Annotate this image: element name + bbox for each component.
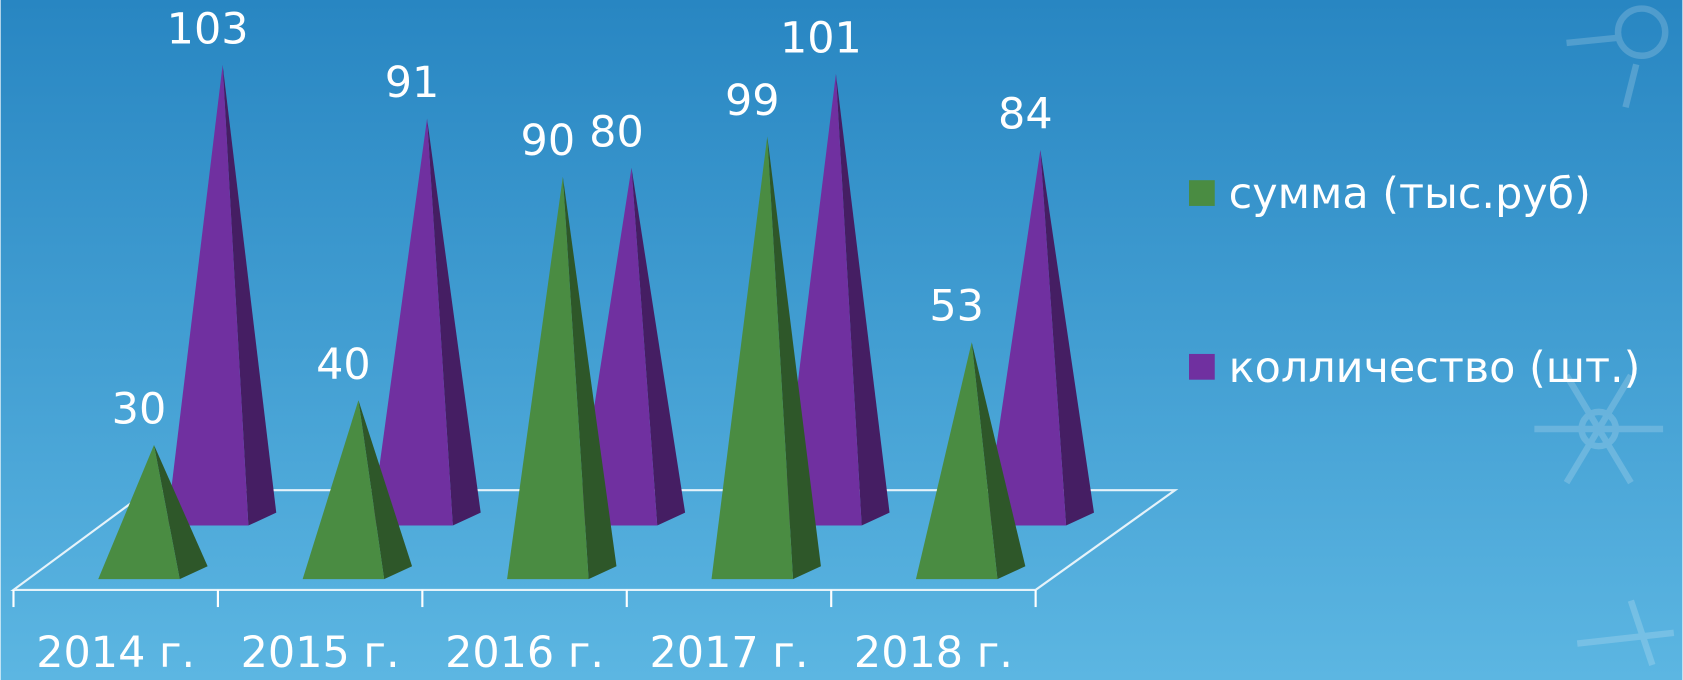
data-label: 90	[521, 116, 576, 166]
x-tick-label: 2014 г.	[36, 628, 195, 678]
x-tick-label: 2015 г.	[241, 628, 400, 678]
chart: 2014 г. 2015 г. 2016 г. 2017 г. 2018 г. 103 91…	[0, 0, 1683, 680]
data-label: 80	[589, 107, 644, 157]
data-label: 53	[929, 282, 984, 332]
legend-label: сумма (тыс.руб)	[1229, 169, 1591, 219]
data-label: 99	[725, 76, 780, 126]
legend-label: колличество (шт.)	[1229, 343, 1641, 393]
data-label: 40	[316, 340, 371, 390]
x-tick-label: 2016 г.	[445, 628, 604, 678]
data-label: 30	[112, 385, 167, 435]
data-label: 84	[998, 89, 1053, 139]
legend-swatch	[1189, 354, 1215, 380]
page: {"chart_data": {"type": "pyramid", "cate…	[0, 0, 1683, 680]
x-tick-label: 2018 г.	[854, 628, 1013, 678]
data-label: 103	[167, 4, 249, 54]
data-label: 91	[385, 58, 440, 108]
data-label: 101	[780, 13, 862, 63]
x-tick-label: 2017 г.	[650, 628, 809, 678]
legend-swatch	[1189, 180, 1215, 206]
